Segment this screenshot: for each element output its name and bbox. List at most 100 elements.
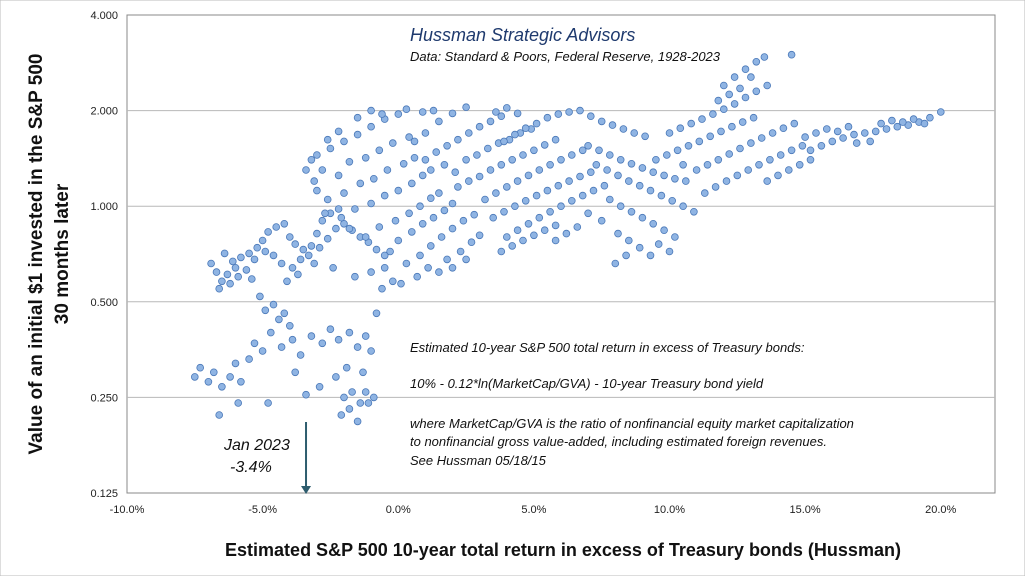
scatter-point: [595, 146, 603, 155]
scatter-point: [638, 213, 647, 222]
scatter-point: [589, 186, 598, 195]
scatter-point: [741, 93, 750, 102]
scatter-point: [497, 247, 506, 256]
scatter-point: [801, 133, 809, 141]
scatter-point: [475, 231, 484, 240]
scatter-point: [638, 164, 647, 172]
scatter-point: [728, 122, 736, 131]
scatter-point: [361, 233, 370, 241]
scatter-point: [448, 263, 457, 272]
scatter-point: [592, 161, 601, 169]
scatter-point: [367, 268, 375, 276]
scatter-point: [294, 270, 302, 279]
scatter-point: [256, 292, 264, 301]
scatter-point: [671, 233, 679, 241]
scatter-point: [687, 119, 695, 128]
scatter-point: [437, 233, 446, 241]
scatter-point: [329, 263, 337, 272]
scatter-point: [513, 177, 522, 185]
scatter-point: [616, 156, 625, 164]
x-axis-ticks: -10.0% -5.0% 0.0% 5.0% 10.0% 15.0% 20.0%: [110, 504, 957, 516]
scatter-point: [551, 135, 560, 144]
scatter-point: [557, 156, 565, 164]
scatter-point: [234, 399, 243, 407]
scatter-point: [502, 104, 511, 112]
scatter-point: [668, 197, 676, 205]
scatter-point: [196, 363, 205, 372]
scatter-point: [454, 183, 462, 191]
scatter-point: [204, 377, 213, 386]
scatter-point: [486, 117, 495, 126]
scatter-point: [418, 108, 427, 116]
scatter-point: [576, 172, 584, 181]
scatter-point: [413, 272, 422, 281]
x-tick-label: 15.0%: [790, 504, 821, 516]
scatter-point: [313, 151, 321, 159]
scatter-point: [250, 255, 259, 264]
annotation-arrow-head: [301, 486, 312, 494]
scatter-point: [597, 117, 606, 126]
scatter-point: [237, 253, 245, 262]
scatter-point: [703, 161, 712, 169]
scatter-point: [744, 166, 752, 174]
scatter-point: [717, 127, 725, 136]
scatter-point: [405, 133, 413, 141]
scatter-point: [315, 243, 324, 252]
scatter-point: [291, 368, 300, 377]
scatter-point: [245, 249, 253, 258]
scatter-point: [624, 236, 633, 245]
scatter-point: [410, 137, 419, 146]
scatter-point: [359, 368, 367, 377]
scatter-point: [283, 277, 291, 286]
scatter-point: [578, 146, 587, 155]
scatter-point: [386, 247, 394, 256]
scatter-point: [318, 216, 327, 225]
scatter-point: [532, 191, 541, 200]
scatter-point: [909, 115, 918, 123]
scatter-point: [277, 343, 286, 351]
scatter-point: [285, 233, 294, 241]
scatter-point: [464, 177, 473, 185]
scatter-point: [660, 226, 668, 235]
scatter-point: [898, 118, 907, 126]
scatter-point: [307, 332, 316, 340]
scatter-point: [378, 110, 386, 118]
scatter-point: [736, 144, 744, 153]
scatter-point: [226, 373, 234, 381]
x-axis-title: Estimated S&P 500 10-year total return i…: [225, 540, 901, 560]
scatter-point: [470, 210, 479, 219]
scatter-point: [535, 213, 544, 222]
scatter-point: [649, 220, 657, 228]
scatter-point: [725, 150, 733, 158]
scatter-point: [248, 275, 256, 283]
scatter-point: [530, 231, 538, 240]
scatter-point: [340, 220, 348, 228]
scatter-point: [627, 208, 636, 216]
scatter-point: [215, 284, 224, 293]
scatter-point: [524, 220, 533, 228]
scatter-point: [502, 183, 511, 191]
scatter-point: [229, 257, 237, 266]
scatter-point: [394, 236, 403, 245]
scatter-point: [375, 223, 384, 231]
scatter-point: [234, 272, 243, 281]
note-line-5: See Hussman 05/18/15: [410, 453, 547, 468]
scatter-point: [605, 195, 614, 204]
scatter-point: [671, 175, 679, 183]
scatter-point: [191, 373, 199, 381]
scatter-point: [839, 134, 847, 142]
scatter-point: [318, 166, 327, 174]
scatter-point: [790, 119, 799, 128]
scatter-point: [361, 154, 370, 162]
scatter-point: [394, 110, 403, 118]
scatter-point: [871, 127, 880, 136]
scatter-point: [351, 205, 359, 213]
scatter-point: [540, 141, 549, 149]
scatter-point: [212, 268, 221, 276]
scatter-point: [323, 195, 332, 204]
scatter-point: [603, 166, 611, 174]
scatter-point: [833, 127, 842, 136]
scatter-point: [936, 108, 945, 116]
scatter-point: [307, 156, 316, 164]
scatter-point: [231, 263, 240, 272]
